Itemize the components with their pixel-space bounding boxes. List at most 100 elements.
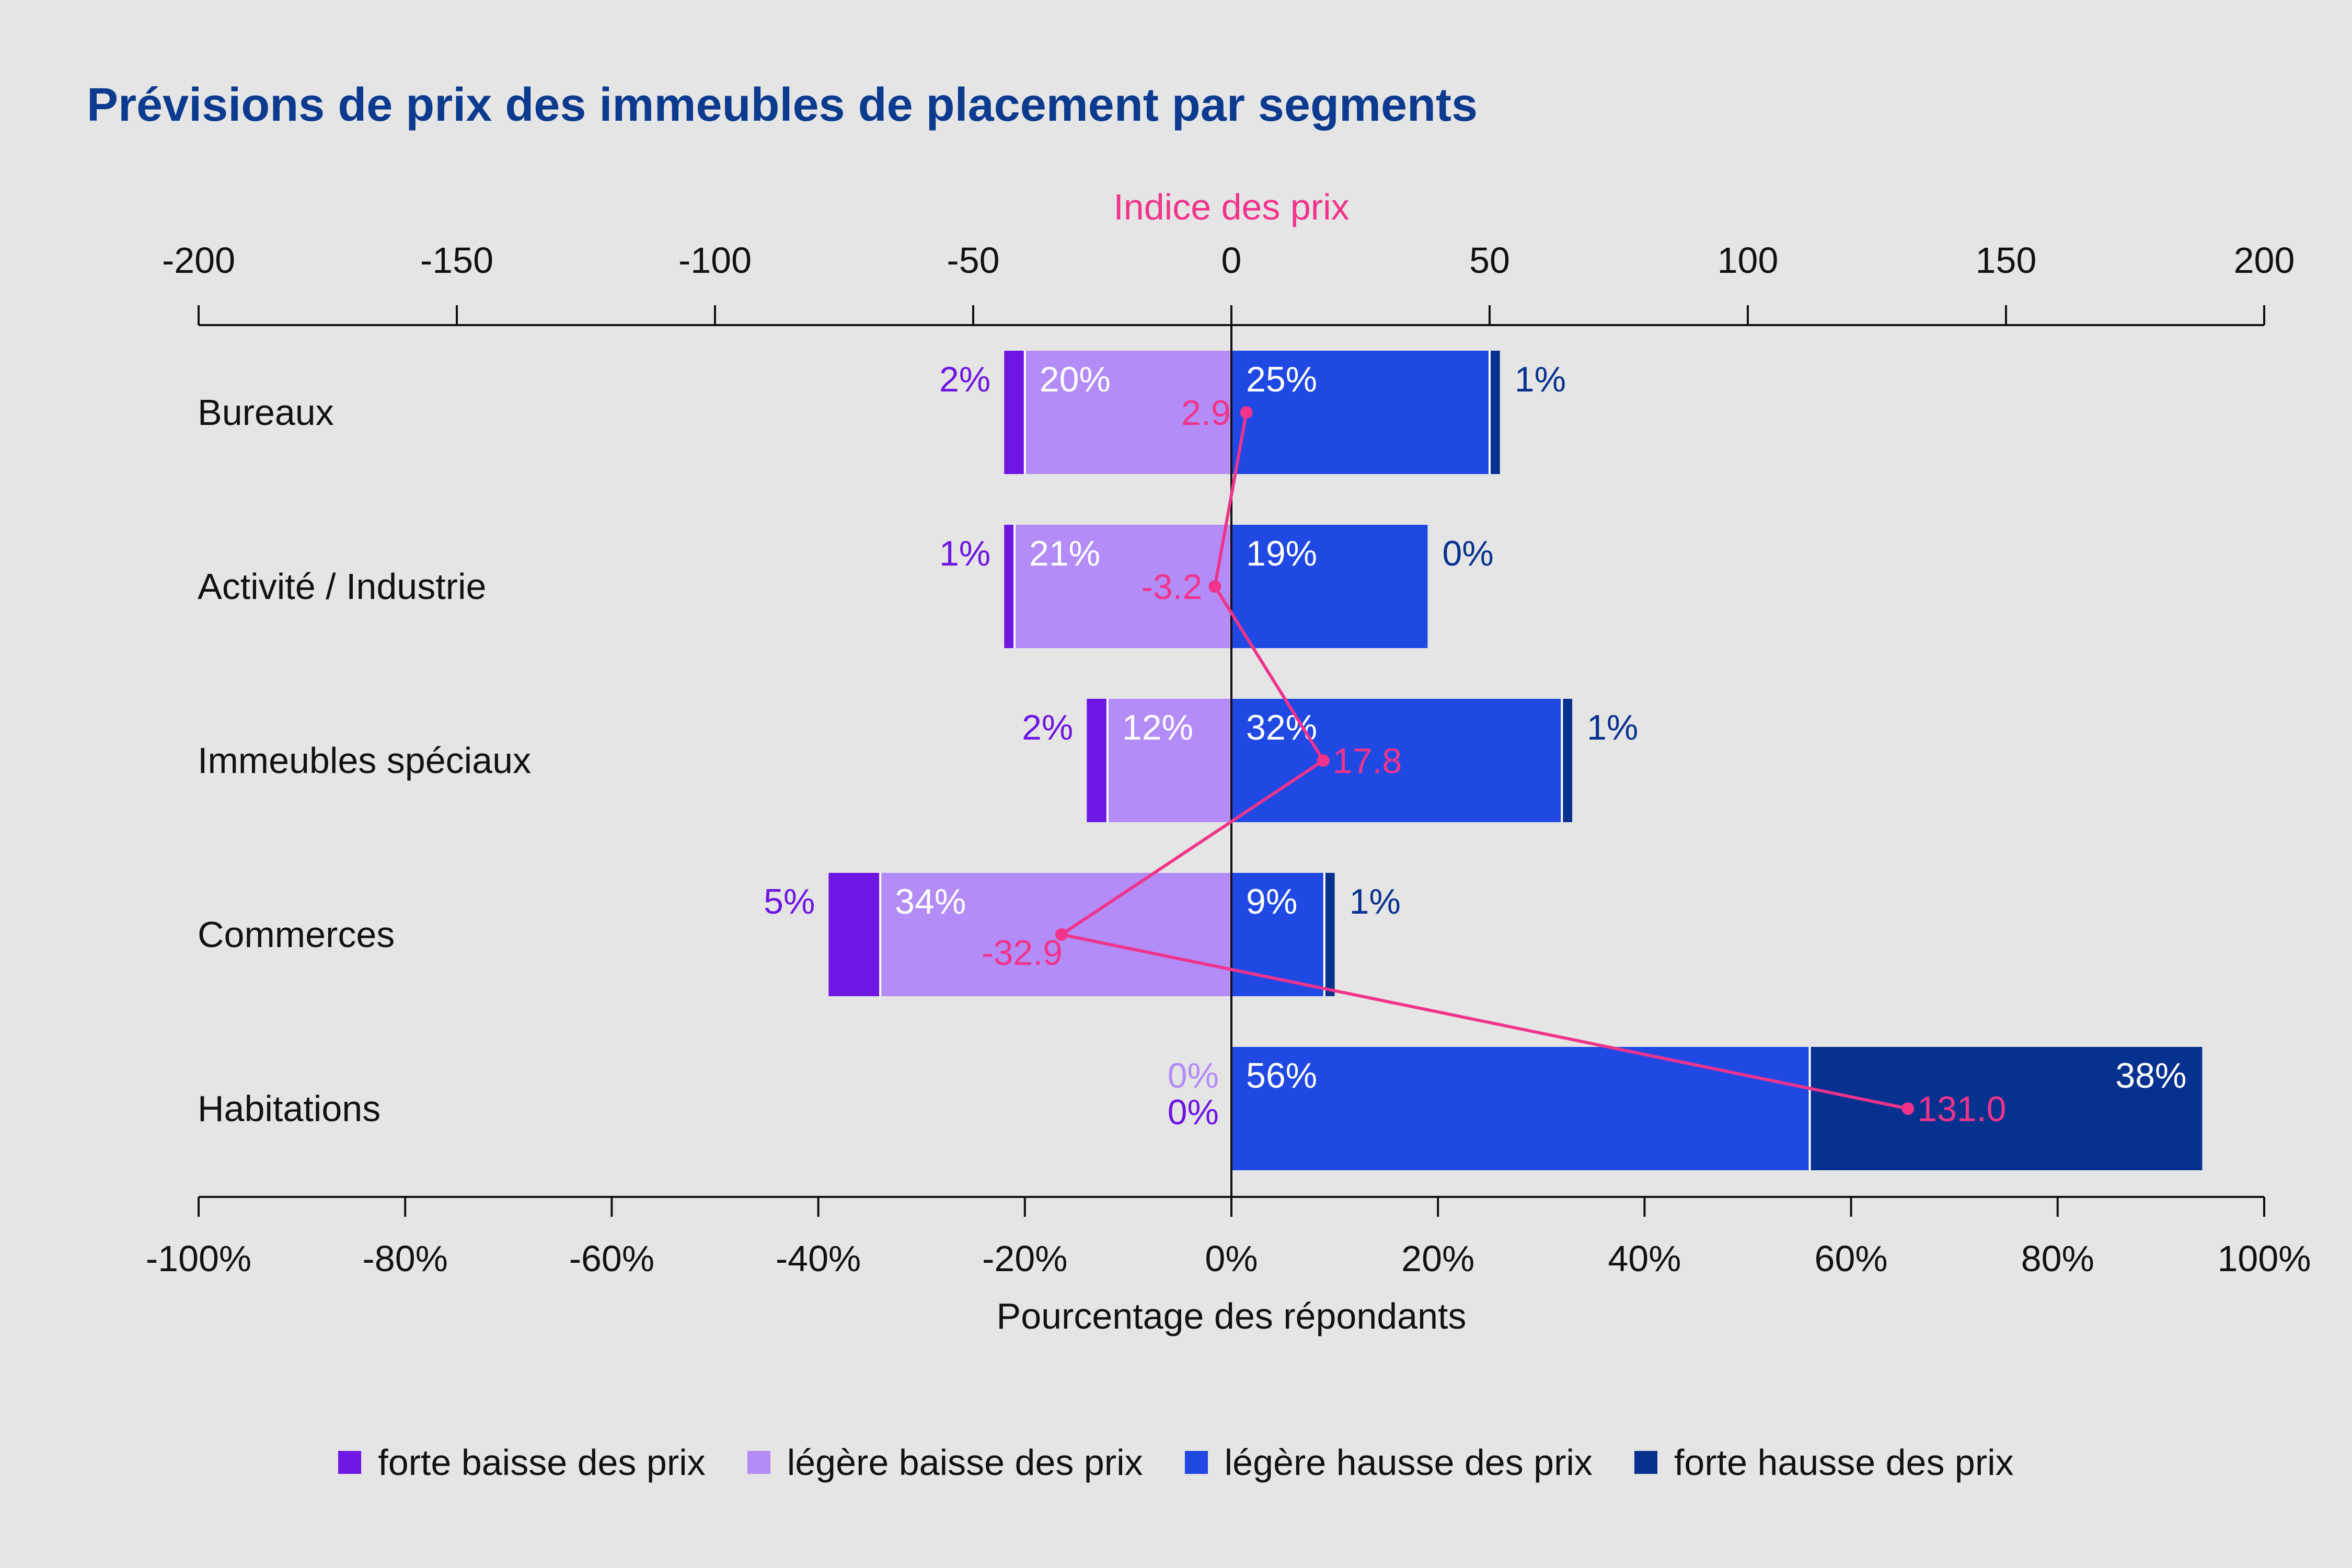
legend-label: forte baisse des prix bbox=[378, 1442, 706, 1483]
bar-forte-hausse bbox=[1490, 351, 1500, 474]
bar-forte-baisse bbox=[1004, 351, 1025, 474]
bottom-axis-tick-label: 40% bbox=[1608, 1238, 1681, 1279]
data-label-forte-hausse: 1% bbox=[1350, 882, 1401, 921]
category-label: Habitations bbox=[198, 1088, 381, 1129]
bottom-axis-tick-label: -20% bbox=[982, 1238, 1067, 1279]
bar-forte-baisse bbox=[828, 873, 881, 996]
index-point bbox=[1317, 754, 1330, 767]
data-label-forte-hausse: 1% bbox=[1587, 708, 1638, 747]
bar-legere-baisse bbox=[1107, 699, 1231, 822]
bar-legere-hausse bbox=[1231, 873, 1324, 996]
data-label-legere-baisse: 20% bbox=[1040, 360, 1111, 399]
bottom-axis-tick-label: 60% bbox=[1815, 1238, 1888, 1279]
data-label-forte-hausse: 38% bbox=[2115, 1056, 2186, 1096]
bar-legere-baisse bbox=[1024, 351, 1231, 474]
top-axis-tick-label: -100 bbox=[678, 240, 752, 281]
index-point bbox=[1055, 928, 1068, 941]
labels-group: Bureaux 20% 2% 25% 1% Activité / Industrie 21%… bbox=[198, 360, 2186, 1132]
data-label-forte-baisse: 5% bbox=[764, 882, 815, 921]
top-axis-tick-label: 0 bbox=[1221, 240, 1242, 281]
data-label-legere-hausse: 9% bbox=[1246, 882, 1297, 921]
bar-separator bbox=[1808, 1047, 1811, 1170]
legend-item: légère hausse des prix bbox=[1184, 1442, 1593, 1483]
chart-svg: -200 -150 -100 -50 0 50 100 150 200 Indice des pr… bbox=[146, 187, 2311, 1336]
index-point bbox=[1240, 406, 1253, 419]
bar-separator bbox=[879, 873, 882, 996]
bar-separator bbox=[1489, 351, 1491, 474]
legend-swatch bbox=[1184, 1451, 1208, 1474]
bar-forte-hausse bbox=[1562, 699, 1573, 822]
data-label-legere-hausse: 19% bbox=[1246, 534, 1317, 573]
data-label-forte-baisse: 2% bbox=[1022, 708, 1073, 747]
top-axis-tick-label: 100 bbox=[1717, 240, 1779, 281]
legend-swatch bbox=[338, 1451, 362, 1474]
legend-item: forte baisse des prix bbox=[338, 1442, 706, 1483]
data-label-legere-baisse: 34% bbox=[895, 882, 966, 921]
bars-group bbox=[828, 351, 2203, 1170]
top-axis-tick-label: -200 bbox=[162, 240, 235, 281]
legend-swatch bbox=[747, 1451, 770, 1474]
bar-separator bbox=[1561, 699, 1563, 822]
category-label: Bureaux bbox=[198, 392, 334, 433]
index-point-label: 131.0 bbox=[1917, 1089, 2006, 1129]
bar-separator bbox=[1323, 873, 1325, 996]
data-label-legere-hausse: 25% bbox=[1246, 360, 1317, 399]
axes-group: -200 -150 -100 -50 0 50 100 150 200 Indice des pr… bbox=[146, 187, 2311, 1336]
data-label-forte-hausse: 0% bbox=[1442, 534, 1493, 573]
legend-swatch bbox=[1634, 1451, 1657, 1474]
bottom-axis-tick-label: 0% bbox=[1205, 1238, 1258, 1279]
bottom-axis-tick-label: 20% bbox=[1401, 1238, 1474, 1279]
data-label-forte-baisse: 1% bbox=[939, 534, 990, 573]
legend-label: forte hausse des prix bbox=[1674, 1442, 2014, 1483]
top-axis-tick-label: 200 bbox=[2234, 240, 2295, 281]
bar-separator bbox=[1023, 351, 1026, 474]
top-axis-tick-label: 150 bbox=[1976, 240, 2037, 281]
data-label-legere-baisse: 21% bbox=[1029, 534, 1100, 573]
index-point-label: 17.8 bbox=[1333, 741, 1402, 781]
chart-title: Prévisions de prix des immeubles de plac… bbox=[87, 79, 1478, 131]
bar-legere-hausse bbox=[1231, 525, 1428, 648]
category-label: Activité / Industrie bbox=[198, 566, 486, 607]
bottom-axis-tick-label: -40% bbox=[776, 1238, 861, 1279]
legend-item: forte hausse des prix bbox=[1634, 1442, 2014, 1483]
bottom-axis-tick-label: 100% bbox=[2217, 1238, 2311, 1279]
bar-legere-hausse bbox=[1231, 1047, 1810, 1170]
legend-label: légère baisse des prix bbox=[787, 1442, 1143, 1483]
bottom-axis-tick-label: -80% bbox=[362, 1238, 447, 1279]
top-axis-tick-label: -50 bbox=[947, 240, 999, 281]
legend-item: légère baisse des prix bbox=[747, 1442, 1143, 1483]
data-label-legere-hausse: 32% bbox=[1246, 708, 1317, 747]
data-label-forte-hausse: 1% bbox=[1515, 360, 1566, 399]
data-label-forte-baisse: 2% bbox=[939, 360, 990, 399]
top-axis-title: Indice des prix bbox=[1113, 187, 1349, 227]
data-label-legere-baisse: 12% bbox=[1122, 708, 1193, 747]
index-point bbox=[1208, 580, 1221, 593]
index-point-label: -32.9 bbox=[982, 933, 1063, 973]
bottom-axis-tick-label: 80% bbox=[2021, 1238, 2094, 1279]
legend: forte baisse des prix légère baisse des p… bbox=[0, 1442, 2352, 1483]
bottom-axis-title: Pourcentage des répondants bbox=[997, 1296, 1467, 1336]
index-point bbox=[1901, 1102, 1915, 1115]
bar-forte-baisse bbox=[1004, 525, 1015, 648]
category-label: Commerces bbox=[198, 914, 395, 955]
category-label: Immeubles spéciaux bbox=[198, 740, 531, 781]
bottom-axis-tick-label: -60% bbox=[569, 1238, 654, 1279]
index-line-group: 2.9 -3.2 17.8 -32.9 131.0 bbox=[982, 393, 2007, 1129]
bar-legere-hausse bbox=[1231, 699, 1562, 822]
bottom-axis-tick-label: -100% bbox=[146, 1238, 251, 1279]
bar-forte-hausse bbox=[1324, 873, 1335, 996]
top-axis-tick-label: -150 bbox=[420, 240, 493, 281]
data-label-legere-baisse: 0% bbox=[1168, 1056, 1219, 1096]
index-point-label: -3.2 bbox=[1141, 567, 1202, 607]
index-point-label: 2.9 bbox=[1181, 393, 1231, 433]
bar-legere-hausse bbox=[1231, 351, 1490, 474]
bar-forte-baisse bbox=[1087, 699, 1108, 822]
bar-separator bbox=[1013, 525, 1016, 648]
legend-label: légère hausse des prix bbox=[1224, 1442, 1593, 1483]
top-axis-tick-label: 50 bbox=[1469, 240, 1510, 281]
bar-separator bbox=[1106, 699, 1109, 822]
bar-legere-baisse bbox=[1014, 525, 1231, 648]
bar-forte-hausse bbox=[1809, 1047, 2203, 1170]
data-label-forte-baisse: 0% bbox=[1168, 1092, 1219, 1132]
data-label-legere-hausse: 56% bbox=[1246, 1056, 1317, 1096]
